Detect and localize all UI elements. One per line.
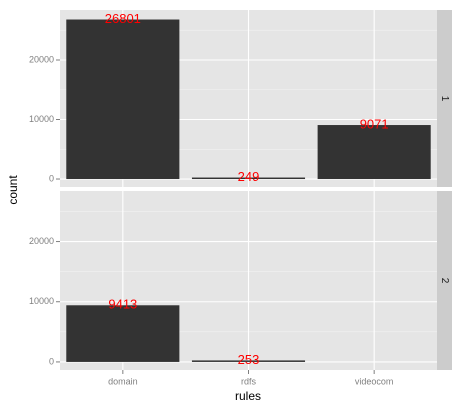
y-tick-label: 20000	[29, 54, 54, 64]
value-label: 249	[238, 169, 260, 184]
x-tick-label: rdfs	[241, 376, 257, 386]
bar	[191, 177, 306, 180]
value-label: 9071	[360, 116, 389, 131]
bar	[66, 305, 180, 362]
value-label: 26801	[105, 11, 141, 26]
y-tick-label: 0	[49, 173, 54, 183]
bar	[66, 19, 180, 180]
bar	[191, 360, 306, 362]
x-tick-label: domain	[108, 376, 138, 386]
facet-label: 1	[439, 96, 450, 102]
bar	[317, 125, 431, 180]
y-tick-label: 20000	[29, 236, 54, 246]
value-label: 253	[238, 352, 260, 367]
facet-strip	[437, 10, 452, 187]
y-tick-label: 0	[49, 356, 54, 366]
y-tick-label: 10000	[29, 296, 54, 306]
facet-label: 2	[439, 278, 450, 284]
y-axis-title: count	[6, 175, 20, 205]
value-label: 9413	[108, 297, 137, 312]
y-tick-label: 10000	[29, 114, 54, 124]
facet-strip	[437, 191, 452, 370]
x-axis-title: rules	[235, 389, 261, 403]
x-tick-label: videocom	[355, 376, 394, 386]
